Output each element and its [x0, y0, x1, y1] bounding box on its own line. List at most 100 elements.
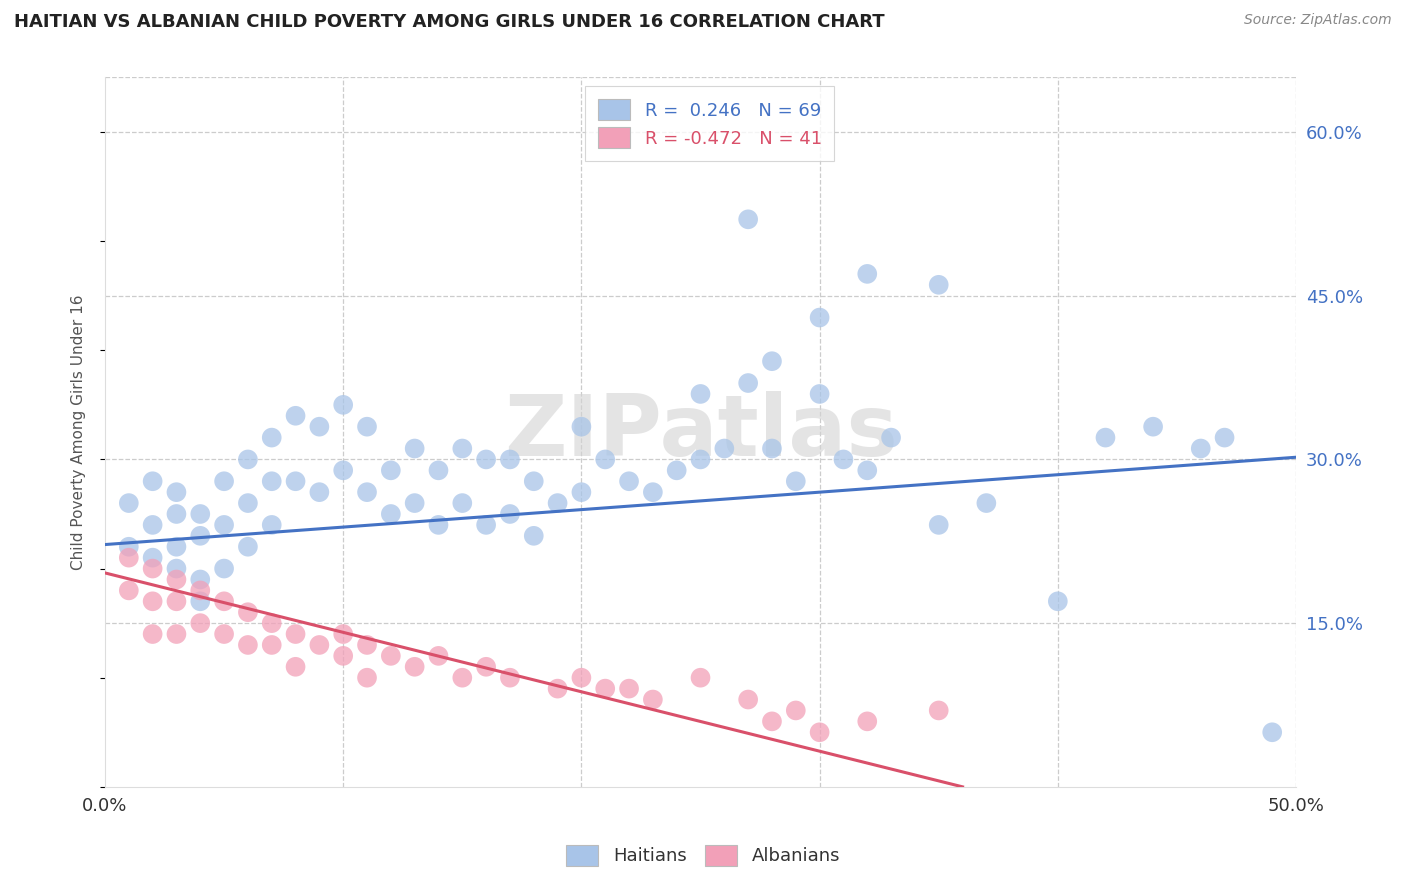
Point	[284, 409, 307, 423]
Point	[284, 660, 307, 674]
Point	[689, 452, 711, 467]
Point	[404, 496, 426, 510]
Point	[1189, 442, 1212, 456]
Point	[380, 648, 402, 663]
Legend: R =  0.246   N = 69, R = -0.472   N = 41: R = 0.246 N = 69, R = -0.472 N = 41	[585, 87, 834, 161]
Y-axis label: Child Poverty Among Girls Under 16: Child Poverty Among Girls Under 16	[72, 294, 86, 570]
Point	[761, 354, 783, 368]
Point	[499, 671, 522, 685]
Point	[499, 507, 522, 521]
Point	[689, 671, 711, 685]
Point	[475, 452, 498, 467]
Point	[1094, 431, 1116, 445]
Point	[308, 638, 330, 652]
Point	[404, 660, 426, 674]
Point	[856, 267, 879, 281]
Text: Source: ZipAtlas.com: Source: ZipAtlas.com	[1244, 13, 1392, 28]
Point	[142, 475, 165, 489]
Point	[212, 517, 235, 532]
Point	[260, 638, 283, 652]
Point	[427, 463, 450, 477]
Point	[188, 507, 211, 521]
Point	[547, 681, 569, 696]
Point	[641, 692, 664, 706]
Point	[188, 529, 211, 543]
Point	[928, 517, 950, 532]
Point	[165, 485, 187, 500]
Point	[880, 431, 903, 445]
Point	[475, 660, 498, 674]
Point	[236, 638, 259, 652]
Point	[785, 475, 807, 489]
Point	[523, 475, 546, 489]
Point	[165, 627, 187, 641]
Point	[737, 376, 759, 390]
Point	[451, 496, 474, 510]
Point	[1046, 594, 1069, 608]
Point	[808, 387, 831, 401]
Point	[665, 463, 688, 477]
Point	[356, 419, 378, 434]
Legend: Haitians, Albanians: Haitians, Albanians	[554, 832, 852, 879]
Point	[737, 212, 759, 227]
Point	[165, 561, 187, 575]
Point	[856, 463, 879, 477]
Point	[593, 681, 616, 696]
Point	[356, 485, 378, 500]
Point	[236, 540, 259, 554]
Point	[142, 550, 165, 565]
Point	[260, 517, 283, 532]
Point	[332, 627, 354, 641]
Point	[641, 485, 664, 500]
Point	[118, 540, 141, 554]
Point	[451, 671, 474, 685]
Point	[118, 550, 141, 565]
Point	[976, 496, 998, 510]
Point	[499, 452, 522, 467]
Point	[571, 419, 593, 434]
Point	[142, 594, 165, 608]
Point	[475, 517, 498, 532]
Point	[212, 594, 235, 608]
Point	[260, 431, 283, 445]
Point	[142, 517, 165, 532]
Point	[856, 714, 879, 729]
Point	[188, 594, 211, 608]
Point	[571, 671, 593, 685]
Point	[284, 627, 307, 641]
Point	[142, 627, 165, 641]
Point	[165, 594, 187, 608]
Point	[571, 485, 593, 500]
Text: HAITIAN VS ALBANIAN CHILD POVERTY AMONG GIRLS UNDER 16 CORRELATION CHART: HAITIAN VS ALBANIAN CHILD POVERTY AMONG …	[14, 13, 884, 31]
Point	[427, 517, 450, 532]
Point	[928, 703, 950, 717]
Point	[761, 714, 783, 729]
Point	[165, 573, 187, 587]
Point	[188, 616, 211, 631]
Point	[188, 583, 211, 598]
Point	[118, 583, 141, 598]
Point	[118, 496, 141, 510]
Point	[1213, 431, 1236, 445]
Point	[212, 561, 235, 575]
Point	[808, 725, 831, 739]
Point	[380, 463, 402, 477]
Point	[212, 627, 235, 641]
Point	[308, 419, 330, 434]
Point	[928, 277, 950, 292]
Point	[547, 496, 569, 510]
Point	[713, 442, 735, 456]
Point	[832, 452, 855, 467]
Point	[380, 507, 402, 521]
Point	[188, 573, 211, 587]
Point	[617, 475, 640, 489]
Point	[356, 671, 378, 685]
Point	[284, 475, 307, 489]
Point	[260, 475, 283, 489]
Point	[142, 561, 165, 575]
Point	[451, 442, 474, 456]
Point	[332, 398, 354, 412]
Point	[260, 616, 283, 631]
Point	[356, 638, 378, 652]
Point	[404, 442, 426, 456]
